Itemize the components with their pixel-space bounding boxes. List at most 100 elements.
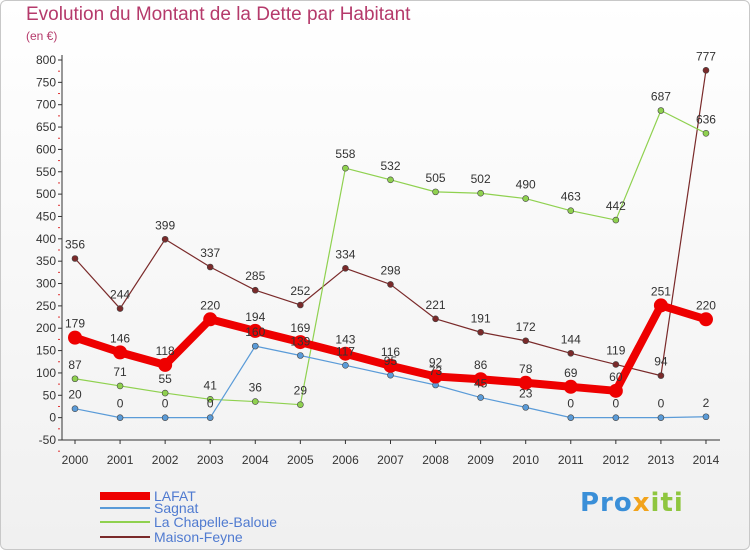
series-point-0: [68, 330, 82, 345]
data-label-1: 160: [245, 325, 265, 339]
series-point-3: [342, 265, 349, 272]
data-label-3: 244: [110, 288, 130, 302]
data-label-2: 490: [516, 178, 536, 192]
data-label-3: 777: [696, 49, 716, 63]
legend-swatch: [100, 521, 150, 523]
series-point-0: [338, 346, 353, 361]
series-point-3: [297, 301, 304, 309]
data-label-1: 20: [68, 388, 82, 402]
data-label-0: 92: [429, 356, 443, 370]
series-point-3: [432, 315, 439, 323]
series-point-1: [477, 394, 484, 401]
data-label-2: 687: [651, 90, 671, 104]
series-point-2: [387, 176, 394, 184]
data-label-0: 118: [156, 344, 175, 358]
legend-swatch: [100, 507, 150, 509]
data-label-2: 29: [294, 384, 308, 398]
x-tick-label: 2012: [602, 453, 629, 467]
series-point-3: [251, 286, 259, 294]
data-label-0: 194: [245, 310, 265, 324]
x-tick-label: 2003: [197, 453, 224, 467]
data-label-3: 337: [200, 246, 220, 260]
series-point-0: [158, 357, 173, 372]
y-tick-label: 100: [36, 366, 56, 380]
data-label-2: 71: [113, 365, 127, 379]
y-tick-label: 400: [36, 232, 56, 246]
data-label-3: 144: [561, 332, 581, 346]
series-point-3: [206, 263, 214, 271]
logo-part: iti: [650, 488, 684, 518]
series-point-3: [522, 337, 530, 345]
series-point-1: [297, 352, 304, 359]
series-point-2: [116, 382, 124, 390]
series-point-0: [698, 312, 713, 327]
data-label-3: 334: [335, 247, 355, 261]
series-point-1: [116, 414, 124, 421]
legend-label: La Chapelle-Baloue: [154, 514, 277, 530]
series-point-3: [161, 235, 169, 243]
series-point-1: [522, 404, 530, 411]
y-tick-label: 800: [36, 53, 56, 67]
series-point-2: [342, 164, 349, 172]
data-label-2: 558: [335, 147, 355, 161]
series-point-0: [293, 335, 308, 350]
legend-swatch: [100, 536, 150, 538]
data-label-3: 356: [65, 237, 85, 251]
data-label-0: 146: [110, 331, 130, 345]
data-label-3: 221: [426, 298, 446, 312]
data-label-2: 502: [471, 172, 491, 186]
series-point-3: [612, 361, 620, 368]
y-tick-label: 350: [36, 254, 56, 268]
series-point-2: [612, 216, 620, 224]
series-point-3: [116, 305, 124, 312]
series-point-1: [71, 405, 79, 413]
data-label-2: 636: [696, 112, 716, 126]
data-label-2: 55: [158, 372, 172, 386]
data-label-2: 463: [561, 190, 581, 204]
legend-label: LAFAT: [154, 488, 196, 504]
data-label-3: 94: [654, 355, 668, 369]
series-point-0: [473, 372, 488, 387]
series-point-2: [657, 107, 665, 114]
data-label-2: 36: [249, 381, 263, 395]
series-point-2: [71, 375, 79, 383]
series-point-2: [161, 389, 169, 397]
y-tick-label: 150: [36, 344, 56, 358]
series-point-2: [206, 396, 214, 403]
x-tick-label: 2008: [422, 453, 449, 467]
y-tick-label: 600: [36, 142, 56, 156]
x-tick-label: 2004: [242, 453, 269, 467]
x-tick-label: 2001: [107, 453, 134, 467]
series-point-0: [608, 383, 623, 398]
y-tick-label: 500: [36, 187, 56, 201]
data-label-1: 45: [474, 377, 488, 391]
series-point-1: [657, 414, 665, 421]
series-point-3: [477, 328, 484, 336]
data-label-3: 285: [245, 269, 265, 283]
data-label-3: 119: [606, 343, 625, 357]
data-label-0: 251: [651, 284, 671, 298]
data-label-1: 0: [162, 397, 169, 411]
data-label-0: 143: [335, 333, 355, 347]
data-label-0: 169: [290, 321, 310, 335]
series-point-1: [161, 414, 169, 421]
y-tick-label: 700: [36, 98, 56, 112]
series-point-0: [563, 379, 578, 394]
y-tick-label: 200: [36, 321, 56, 335]
legend-label: Maison-Feyne: [154, 529, 243, 545]
series-point-2: [567, 207, 575, 214]
logo-part: Pro: [580, 488, 633, 518]
data-label-3: 252: [290, 284, 310, 298]
data-label-2: 442: [606, 199, 626, 213]
data-label-2: 41: [204, 378, 218, 392]
series-point-3: [657, 372, 665, 379]
data-label-1: 0: [658, 397, 665, 411]
legend-label: Sagnat: [154, 500, 199, 516]
y-tick-label: 450: [36, 209, 56, 223]
data-label-3: 172: [516, 320, 536, 334]
data-label-0: 60: [609, 370, 623, 384]
data-label-1: 2: [703, 396, 710, 410]
data-label-2: 505: [426, 171, 446, 185]
